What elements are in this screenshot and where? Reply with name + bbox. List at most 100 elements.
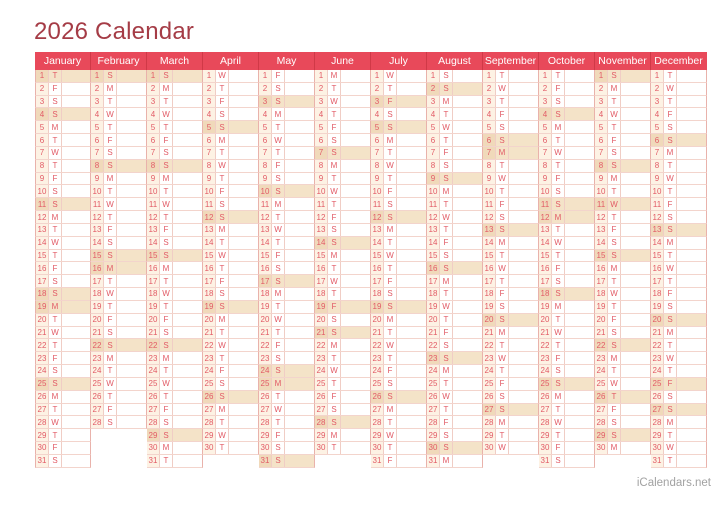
- day-row-january-15: 15 T: [35, 249, 91, 263]
- day-row-june-22: 22 M: [315, 339, 371, 353]
- day-note-cell: [117, 172, 146, 185]
- day-row-october-16: 16 F: [539, 262, 595, 276]
- day-note-cell: [117, 82, 146, 95]
- day-note-cell: [565, 134, 594, 146]
- weekday-letter: S: [272, 262, 285, 275]
- day-note-cell: [229, 275, 258, 288]
- page-title: 2026 Calendar: [34, 18, 195, 45]
- day-number: 9: [147, 172, 160, 185]
- day-note-cell: [453, 429, 482, 442]
- day-number: 24: [203, 365, 216, 377]
- weekday-letter: M: [440, 365, 453, 377]
- day-number: 18: [259, 288, 272, 300]
- day-note-cell: [677, 288, 706, 300]
- day-number: 25: [315, 377, 328, 390]
- day-row-december-10: 10 T: [651, 185, 707, 199]
- day-row-september-24: 24 T: [483, 365, 539, 378]
- footer-brand-link[interactable]: iCalendars.net: [636, 477, 711, 489]
- day-number: 22: [315, 339, 328, 352]
- day-note-cell: [229, 300, 258, 313]
- day-row-january-12: 12 M: [35, 211, 91, 224]
- day-number: 17: [427, 275, 440, 288]
- day-number: 7: [539, 146, 552, 159]
- day-note-cell: [621, 108, 650, 121]
- day-note-cell: [117, 121, 146, 134]
- day-number: 4: [539, 108, 552, 121]
- day-row-july-21: 21 T: [371, 326, 427, 340]
- day-note-cell: [397, 262, 426, 275]
- day-row-august-21: 21 F: [427, 326, 483, 340]
- day-note-cell: [677, 108, 706, 121]
- day-row-august-29: 29 S: [427, 429, 483, 443]
- day-note-cell: [677, 185, 706, 198]
- weekday-letter: S: [664, 313, 677, 326]
- weekday-letter: T: [608, 390, 621, 403]
- weekday-letter: S: [440, 249, 453, 262]
- day-note-cell: [397, 249, 426, 262]
- weekday-letter: S: [272, 185, 285, 198]
- day-note-cell: [173, 185, 202, 198]
- day-row-july-20: 20 M: [371, 313, 427, 327]
- day-note-cell: [285, 121, 314, 134]
- weekday-letter: S: [216, 211, 229, 223]
- weekday-letter: S: [216, 108, 229, 121]
- day-row-november-17: 17 T: [595, 275, 651, 289]
- weekday-letter: F: [328, 390, 341, 403]
- weekday-letter: M: [608, 82, 621, 95]
- weekday-letter: T: [104, 275, 117, 288]
- weekday-letter: F: [664, 198, 677, 211]
- day-number: 1: [315, 70, 328, 82]
- weekday-letter: T: [440, 198, 453, 211]
- weekday-letter: M: [160, 172, 173, 185]
- day-number: 10: [315, 185, 328, 198]
- day-number: 15: [36, 249, 49, 262]
- day-row-february-21: 21 S: [91, 326, 147, 340]
- weekday-letter: F: [552, 352, 565, 365]
- weekday-letter: S: [552, 365, 565, 377]
- weekday-letter: W: [552, 326, 565, 339]
- weekday-letter: F: [384, 95, 397, 108]
- day-note-cell: [117, 223, 146, 236]
- day-note-cell: [117, 339, 146, 352]
- weekday-letter: W: [328, 275, 341, 288]
- day-number: 5: [36, 121, 49, 134]
- day-number: 20: [91, 313, 104, 326]
- weekday-letter: F: [496, 377, 509, 390]
- weekday-letter: S: [664, 390, 677, 403]
- day-number: 23: [91, 352, 104, 365]
- day-note-cell: [62, 146, 90, 159]
- day-number: 23: [651, 352, 664, 365]
- weekday-letter: T: [328, 288, 341, 300]
- day-note-cell: [173, 223, 202, 236]
- weekday-letter: F: [608, 403, 621, 416]
- day-note-cell: [173, 429, 202, 442]
- day-number: 26: [427, 390, 440, 403]
- weekday-letter: T: [328, 108, 341, 121]
- weekday-letter: M: [552, 211, 565, 223]
- day-row-august-22: 22 S: [427, 339, 483, 353]
- day-note-cell: [621, 365, 650, 377]
- day-number: 31: [427, 454, 440, 467]
- day-number: 17: [36, 275, 49, 288]
- weekday-letter: W: [552, 146, 565, 159]
- day-row-may-12: 12 T: [259, 211, 315, 224]
- weekday-letter: T: [49, 403, 62, 416]
- day-note-cell: [677, 300, 706, 313]
- weekday-letter: F: [384, 185, 397, 198]
- day-row-december-21: 21 M: [651, 326, 707, 340]
- day-number: 19: [371, 300, 384, 313]
- day-number: 2: [259, 82, 272, 95]
- day-note-cell: [621, 377, 650, 390]
- day-number: 8: [483, 159, 496, 172]
- day-row-june-24: 24 W: [315, 365, 371, 378]
- weekday-letter: M: [552, 390, 565, 403]
- day-number: 15: [315, 249, 328, 262]
- day-row-january-17: 17 S: [35, 275, 91, 289]
